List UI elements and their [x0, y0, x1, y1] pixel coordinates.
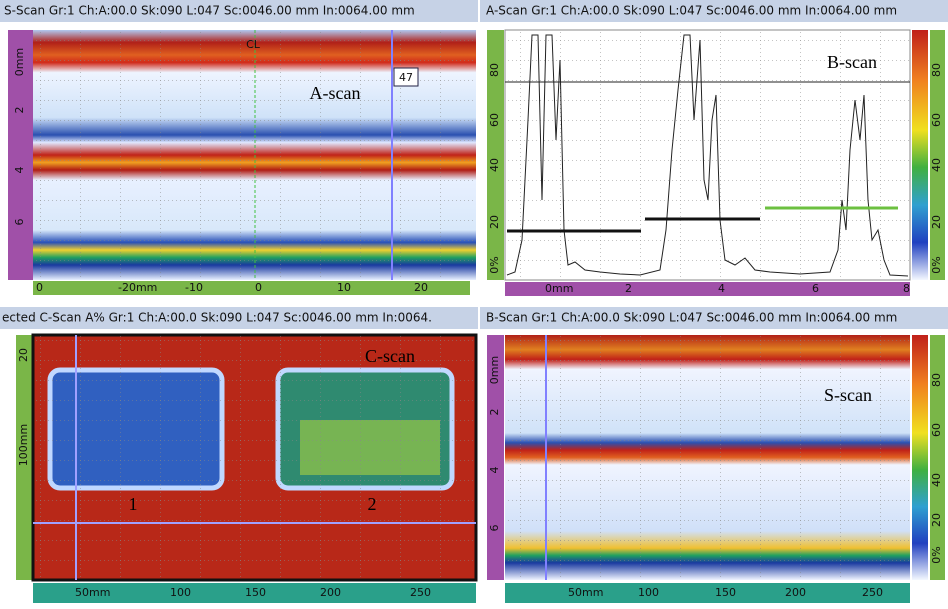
axis-tick-label: 0mm [545, 282, 573, 295]
axis-tick-label: 0 [255, 281, 262, 294]
axis-tick-label: 50mm [75, 586, 110, 599]
axis-tick-label: 20 [930, 513, 943, 527]
screen: S-Scan Gr:1 Ch:A:00.0 Sk:090 L:047 Sc:00… [0, 0, 948, 609]
ruler [33, 281, 470, 295]
axis-tick-label: 100 [170, 586, 191, 599]
scan-label: C-scan [365, 346, 415, 366]
axis-tick-label: 4 [718, 282, 725, 295]
scan-label: B-scan [827, 52, 877, 72]
axis-tick-label: 40 [488, 158, 501, 172]
axis-tick-label: 200 [320, 586, 341, 599]
page: {"panels": [ {"header": "S-Scan Gr:1 Ch:… [0, 0, 948, 609]
axis-tick-label: 80 [930, 373, 943, 387]
axis-tick-label: 10 [337, 281, 351, 294]
axis-tick-label: 150 [715, 586, 736, 599]
axis-tick-label: 40 [930, 158, 943, 172]
axis-tick-label: 0% [930, 546, 943, 563]
axis-tick-label: 4 [488, 467, 501, 474]
axis-tick-label: 250 [862, 586, 883, 599]
ruler [505, 583, 910, 603]
axis-tick-label: 6 [812, 282, 819, 295]
axis-tick-label: 6 [13, 219, 26, 226]
color-bar [912, 335, 928, 580]
axis-tick-label: 20 [488, 215, 501, 229]
region-label: 2 [368, 494, 377, 514]
ruler [930, 335, 945, 580]
axis-tick-label: 100 [638, 586, 659, 599]
axis-tick-label: -20mm [118, 281, 157, 294]
panel-header: S-Scan Gr:1 Ch:A:00.0 Sk:090 L:047 Sc:00… [4, 4, 415, 18]
axis-tick-label: 0 [36, 281, 43, 294]
axis-tick-label: -10 [185, 281, 203, 294]
scan-label: S-scan [824, 385, 872, 405]
grid [505, 335, 910, 580]
axis-tick-label: 80 [488, 63, 501, 77]
axis-tick-label: 2 [488, 409, 501, 416]
axis-tick-label: 20 [17, 348, 30, 362]
axis-tick-label: 0mm [13, 48, 26, 76]
axis-tick-label: 6 [488, 525, 501, 532]
panel-header: A-Scan Gr:1 Ch:A:00.0 Sk:090 L:047 Sc:00… [486, 4, 897, 18]
panel-header: B-Scan Gr:1 Ch:A:00.0 Sk:090 L:047 Sc:00… [486, 311, 897, 325]
axis-tick-label: 2 [625, 282, 632, 295]
axis-tick-label: 20 [414, 281, 428, 294]
axis-tick-label: 250 [410, 586, 431, 599]
separator [0, 296, 948, 307]
axis-tick-label: 0% [488, 256, 501, 273]
axis-tick-label: 60 [930, 113, 943, 127]
axis-tick-label: 0mm [488, 356, 501, 384]
color-bar [912, 30, 928, 280]
axis-tick-label: 80 [930, 63, 943, 77]
axis-tick-label: 60 [488, 113, 501, 127]
axis-tick-label: 100mm [17, 424, 30, 466]
cursor-label: CL [246, 38, 261, 51]
panel-header: ected C-Scan A% Gr:1 Ch:A:00.0 Sk:090 L:… [2, 311, 432, 325]
axis-tick-label: 20 [930, 215, 943, 229]
axis-tick-label: 40 [930, 473, 943, 487]
axis-tick-label: 200 [785, 586, 806, 599]
cursor-value: 47 [399, 71, 413, 84]
axis-tick-label: 60 [930, 423, 943, 437]
separator [478, 0, 480, 609]
axis-tick-label: 0% [930, 256, 943, 273]
axis-tick-label: 150 [245, 586, 266, 599]
axis-tick-label: 8 [903, 282, 910, 295]
grid [33, 335, 476, 580]
axis-tick-label: 2 [13, 107, 26, 114]
axis-tick-label: 50mm [568, 586, 603, 599]
axis-tick-label: 4 [13, 167, 26, 174]
region-label: 1 [129, 494, 138, 514]
scan-label: A-scan [310, 83, 361, 103]
